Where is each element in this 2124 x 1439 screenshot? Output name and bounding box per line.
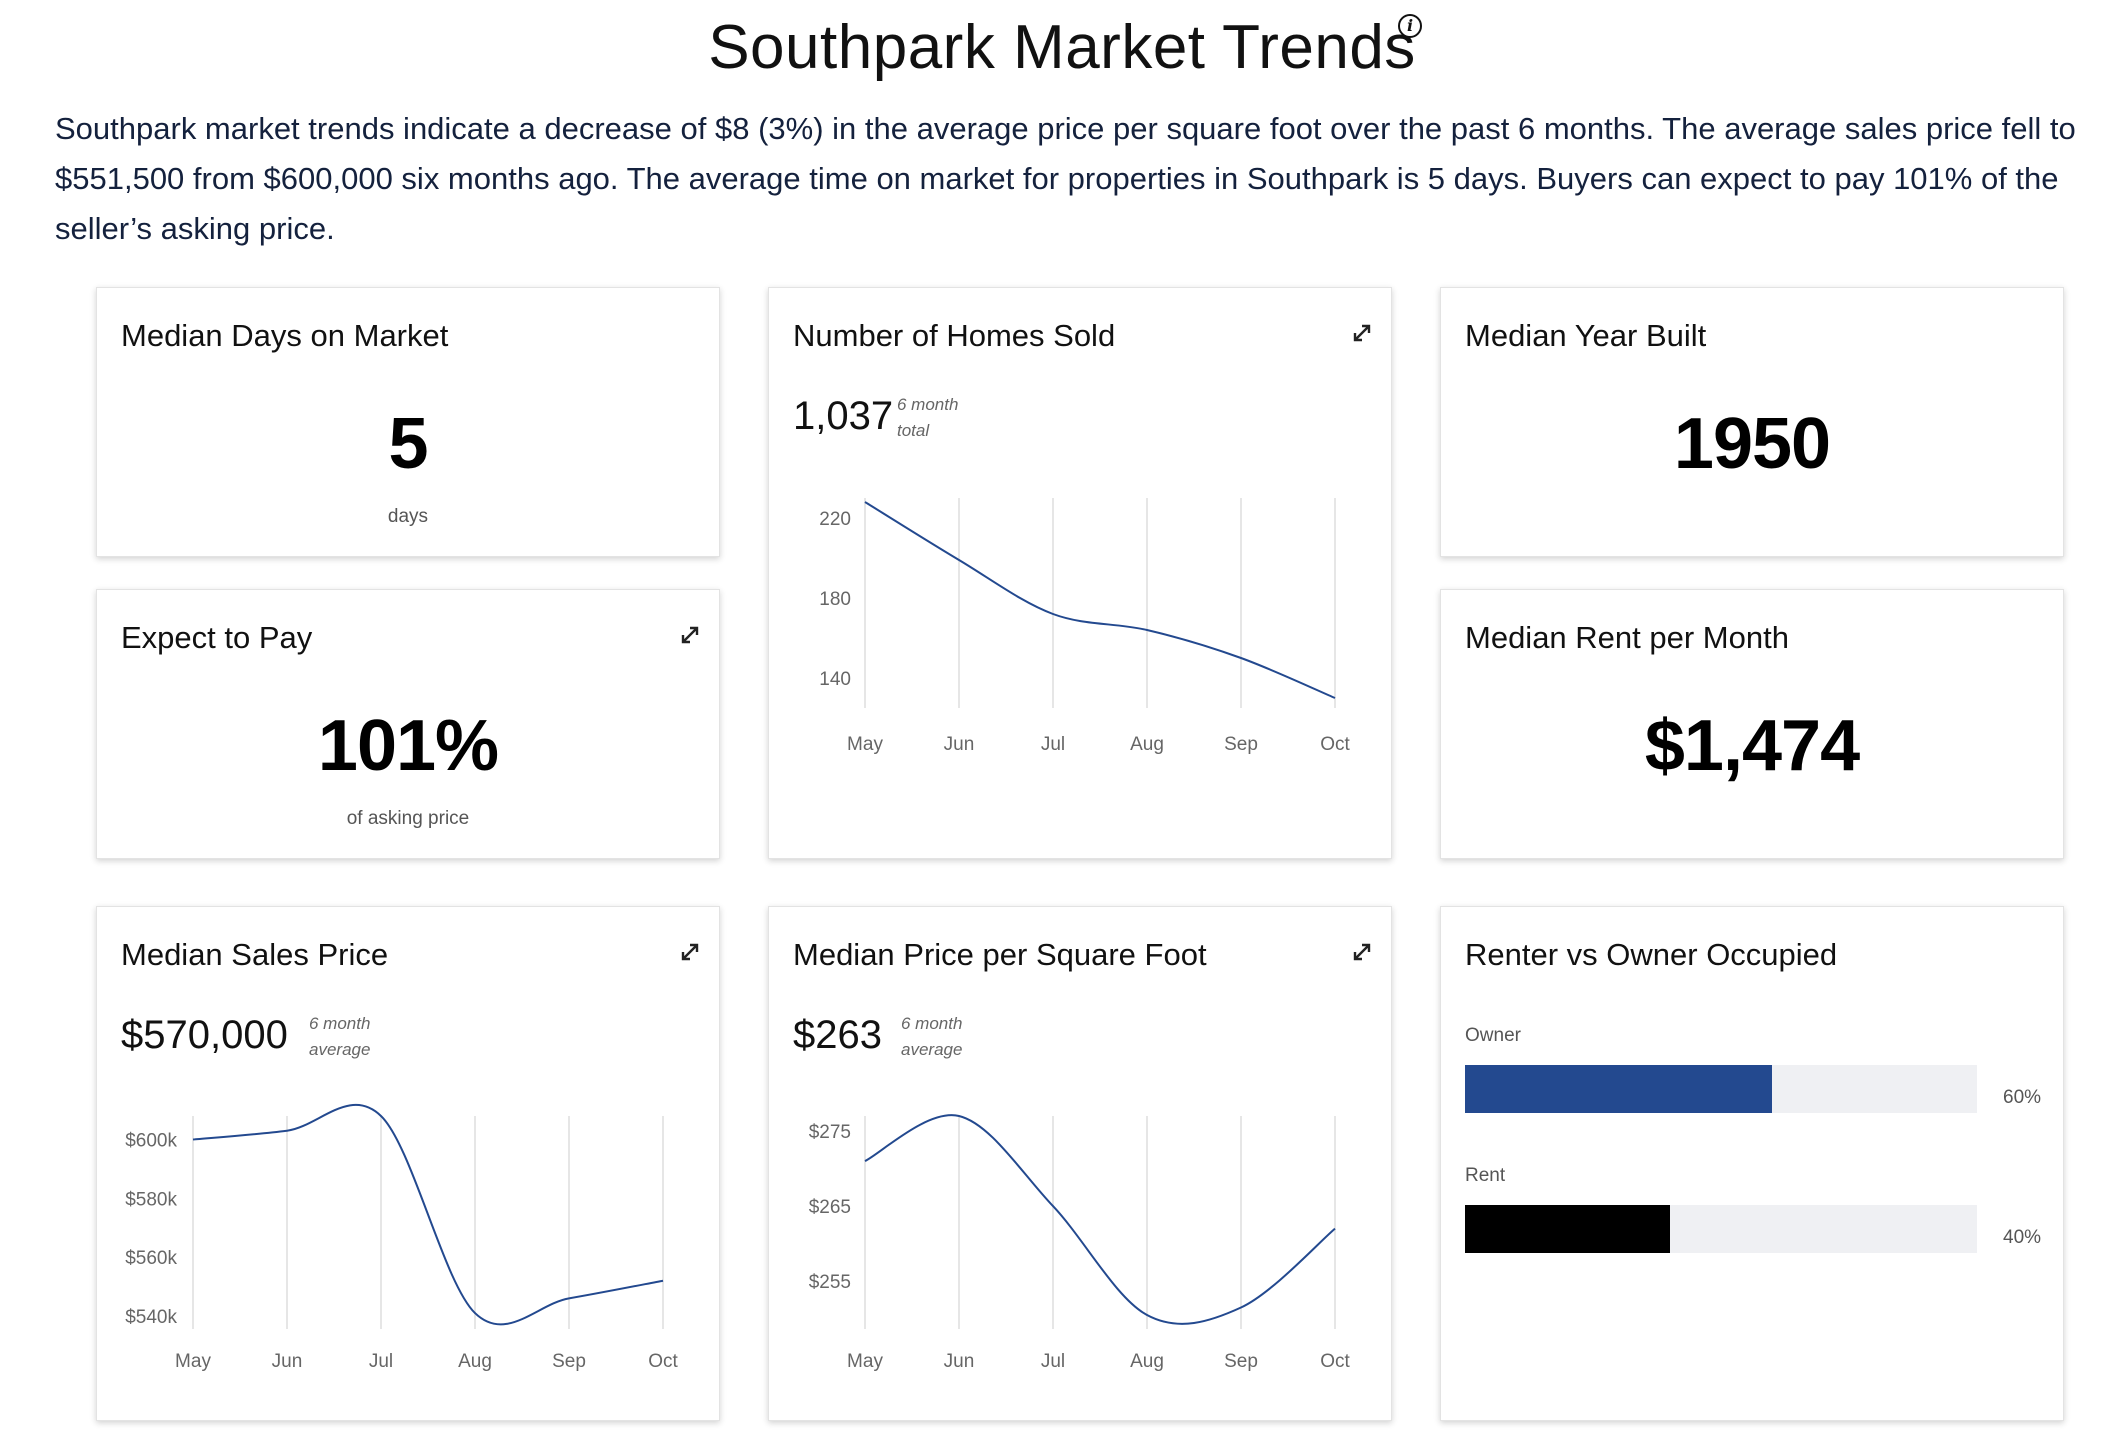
sales-price-average: $570,000: [121, 1013, 288, 1057]
x-tick-label: May: [847, 1351, 883, 1372]
x-tick-label: Aug: [1130, 734, 1164, 755]
price-sqft-average: $263: [793, 1013, 882, 1057]
rent-value: $1,474: [1644, 706, 1860, 786]
note-line: 6 month: [309, 1014, 371, 1033]
page-title: Southpark Market Trends: [708, 13, 1416, 82]
days-on-market-value: 5: [388, 404, 428, 484]
x-tick-label: Oct: [648, 1351, 678, 1372]
x-tick-label: Oct: [1320, 1351, 1350, 1372]
x-tick-label: Oct: [1320, 734, 1350, 755]
renter-owner-card: Renter vs Owner Occupied Owner 60% Rent …: [1440, 906, 2064, 1421]
x-tick-label: May: [847, 734, 883, 755]
card-title: Median Year Built: [1465, 318, 1707, 353]
year-built-card: Median Year Built 1950: [1440, 287, 2064, 557]
days-unit-label: days: [387, 506, 429, 527]
year-built-value: 1950: [1673, 404, 1831, 484]
expand-icon[interactable]: [677, 939, 703, 965]
expect-to-pay-value: 101%: [317, 706, 499, 786]
homes-sold-note: 6 month total: [897, 392, 958, 444]
y-tick-label: $600k: [125, 1131, 177, 1152]
y-tick-label: $560k: [125, 1248, 177, 1269]
y-tick-label: $255: [809, 1272, 851, 1293]
series-line: [864, 501, 1336, 699]
y-tick-label: 220: [819, 509, 851, 530]
note-line: average: [309, 1040, 371, 1059]
note-line: average: [901, 1040, 963, 1059]
price-sqft-note: 6 month average: [901, 1011, 962, 1063]
x-tick-label: Sep: [1224, 734, 1258, 755]
owner-label: Owner: [1465, 1025, 1521, 1046]
price-sqft-card: Median Price per Square Foot $263 6 mont…: [768, 906, 1392, 1421]
note-line: 6 month: [901, 1014, 963, 1033]
x-tick-label: Jun: [944, 734, 975, 755]
expect-to-pay-card: Expect to Pay 101% of asking price: [96, 589, 720, 859]
card-title: Median Price per Square Foot: [793, 937, 1207, 972]
days-on-market-card: Median Days on Market 5 days: [96, 287, 720, 557]
expand-icon[interactable]: [677, 622, 703, 648]
sales-price-chart: May Jun Jul Aug Sep Oct $540k $560k $580k $600k: [125, 1103, 678, 1372]
x-tick-label: Jun: [272, 1351, 303, 1372]
price-sqft-chart: May Jun Jul Aug Sep Oct $255 $265 $275: [809, 1114, 1350, 1372]
rent-bar-track: [1465, 1205, 1977, 1253]
x-tick-label: Jul: [369, 1351, 393, 1372]
card-title: Median Rent per Month: [1465, 620, 1789, 655]
rent-percent: 40%: [2003, 1227, 2042, 1248]
y-tick-label: $580k: [125, 1189, 177, 1210]
y-tick-label: $275: [809, 1122, 851, 1143]
note-line: 6 month: [897, 395, 959, 414]
sales-price-note: 6 month average: [309, 1011, 370, 1063]
sales-price-card: Median Sales Price $570,000 6 month aver…: [96, 906, 720, 1421]
expand-icon[interactable]: [1349, 939, 1375, 965]
x-tick-label: May: [175, 1351, 211, 1372]
y-tick-label: $265: [809, 1197, 851, 1218]
card-title: Expect to Pay: [121, 620, 313, 655]
rent-bar-fill: [1465, 1205, 1670, 1253]
card-title: Median Sales Price: [121, 937, 389, 972]
card-title: Median Days on Market: [121, 318, 449, 353]
x-tick-label: Aug: [1130, 1351, 1164, 1372]
x-tick-label: Jul: [1041, 1351, 1065, 1372]
x-tick-label: Sep: [1224, 1351, 1258, 1372]
expand-icon[interactable]: [1349, 320, 1375, 346]
homes-sold-chart: May Jun Jul Aug Sep Oct 140 180 220: [819, 498, 1350, 755]
note-line: total: [897, 421, 930, 440]
rent-label: Rent: [1465, 1165, 1506, 1186]
y-tick-label: 180: [819, 589, 851, 610]
asking-price-label: of asking price: [346, 808, 470, 829]
card-title: Renter vs Owner Occupied: [1465, 937, 1838, 972]
owner-bar-fill: [1465, 1065, 1773, 1113]
info-icon[interactable]: i: [1398, 14, 1422, 38]
card-title: Number of Homes Sold: [793, 318, 1116, 353]
series-line: [864, 1114, 1336, 1325]
market-summary: Southpark market trends indicate a decre…: [55, 111, 2076, 246]
series-line: [192, 1103, 664, 1326]
y-tick-label: 140: [819, 669, 851, 690]
y-tick-label: $540k: [125, 1307, 177, 1328]
x-tick-label: Jul: [1041, 734, 1065, 755]
rent-card: Median Rent per Month $1,474: [1440, 589, 2064, 859]
x-tick-label: Jun: [944, 1351, 975, 1372]
homes-sold-total: 1,037: [793, 394, 894, 438]
owner-percent: 60%: [2003, 1087, 2042, 1108]
x-tick-label: Aug: [458, 1351, 492, 1372]
homes-sold-card: Number of Homes Sold 1,037 6 month total…: [768, 287, 1392, 859]
x-tick-label: Sep: [552, 1351, 586, 1372]
owner-bar-track: [1465, 1065, 1977, 1113]
